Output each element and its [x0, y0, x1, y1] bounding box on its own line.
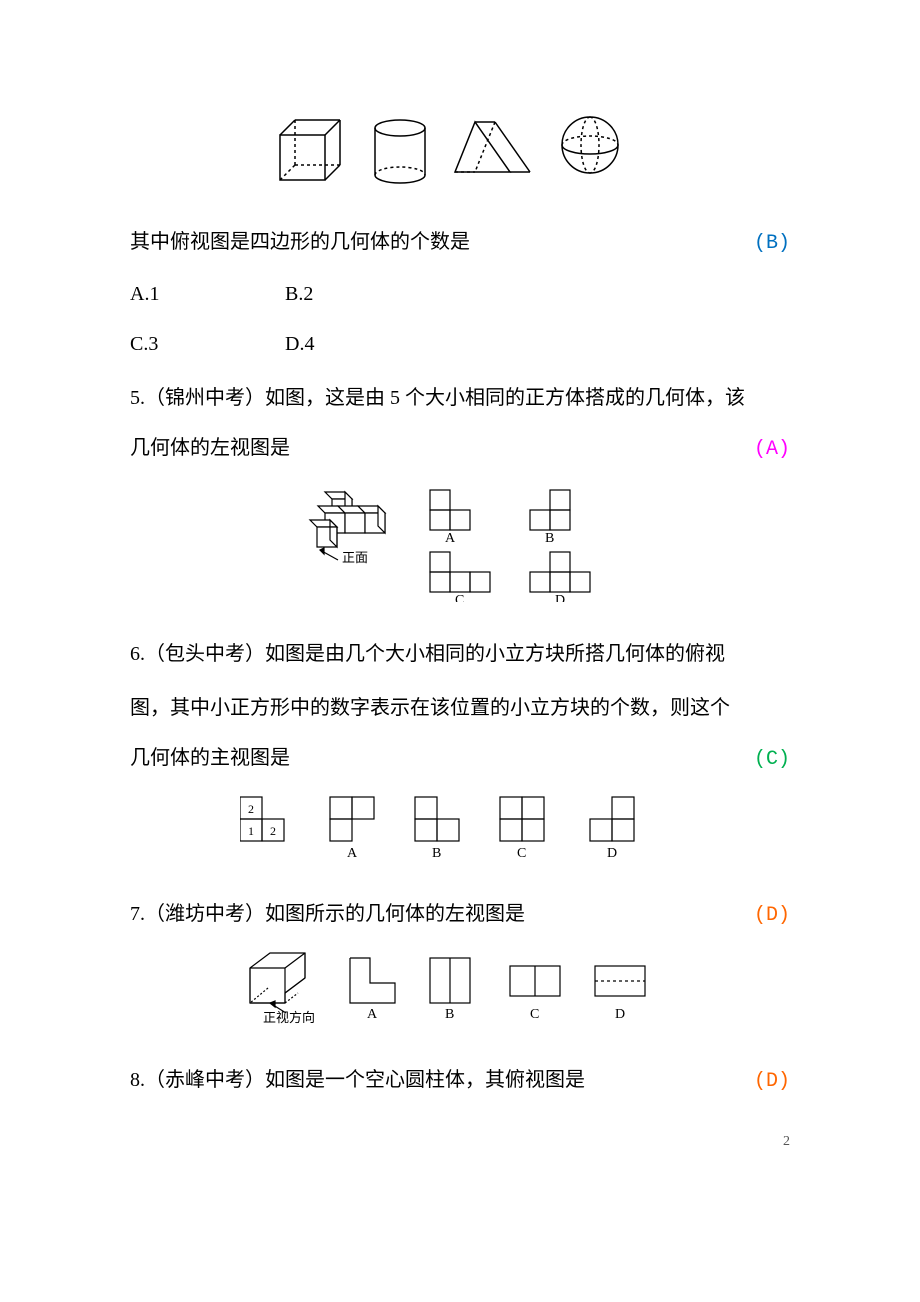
- q4-solids-figure: [130, 110, 790, 190]
- q4-answer: (B): [754, 222, 790, 266]
- q6-opt-c-label: C: [517, 846, 526, 861]
- q6-answer: (C): [754, 738, 790, 782]
- q7-opt-a-label: A: [367, 1007, 378, 1022]
- page-number: 2: [130, 1134, 790, 1150]
- q4-opt-b: B.2: [285, 272, 435, 316]
- q6-opt-b-label: B: [432, 846, 441, 861]
- q5-opt-b-label: B: [545, 531, 554, 546]
- q6-opt-a-label: A: [347, 846, 358, 861]
- q7-opt-d-label: D: [615, 1007, 625, 1022]
- q7-opt-c-label: C: [530, 1007, 539, 1022]
- q4-opt-a: A.1: [130, 272, 280, 316]
- q6-figure: 2 1 2 A B C: [130, 792, 790, 862]
- q4-stem-text: 其中俯视图是四边形的几何体的个数是: [130, 220, 754, 264]
- q6-stem-line3: 几何体的主视图是 (C): [130, 736, 790, 782]
- q6-stem3-text: 几何体的主视图是: [130, 736, 754, 780]
- q7-answer: (D): [754, 894, 790, 938]
- q5-stem-line2: 几何体的左视图是 (A): [130, 426, 790, 472]
- q5-stem-line1: 5.（锦州中考）如图，这是由 5 个大小相同的正方体搭成的几何体，该: [130, 376, 790, 420]
- q8-answer: (D): [754, 1060, 790, 1104]
- q4-stem: 其中俯视图是四边形的几何体的个数是 (B): [130, 220, 790, 266]
- q4-options-row1: A.1 B.2: [130, 272, 790, 316]
- q4-options-row2: C.3 D.4: [130, 322, 790, 366]
- q5-stem2-text: 几何体的左视图是: [130, 426, 754, 470]
- q6-stem-line1: 6.（包头中考）如图是由几个大小相同的小立方块所搭几何体的俯视: [130, 632, 790, 676]
- q5-opt-c-label: C: [455, 593, 464, 602]
- q5-opt-d-label: D: [555, 593, 565, 602]
- q6-grid-11: 2: [270, 824, 276, 838]
- q6-grid-00: 2: [248, 802, 254, 816]
- q8-stem-text: 8.（赤峰中考）如图是一个空心圆柱体，其俯视图是: [130, 1058, 754, 1102]
- q4-opt-d: D.4: [285, 322, 435, 366]
- q6-stem-line2: 图，其中小正方形中的数字表示在该位置的小立方块的个数，则这个: [130, 686, 790, 730]
- q6-grid-10: 1: [248, 824, 254, 838]
- q7-figure: 正视方向 A B C D: [130, 948, 790, 1028]
- q5-answer: (A): [754, 428, 790, 472]
- q7-front-label: 正视方向: [263, 1010, 315, 1025]
- q7-opt-b-label: B: [445, 1007, 454, 1022]
- q7-stem: 7.（潍坊中考）如图所示的几何体的左视图是 (D): [130, 892, 790, 938]
- q5-figure: 正面 A B: [130, 482, 790, 602]
- q7-stem-text: 7.（潍坊中考）如图所示的几何体的左视图是: [130, 892, 754, 936]
- q5-opt-a-label: A: [445, 531, 456, 546]
- q8-stem: 8.（赤峰中考）如图是一个空心圆柱体，其俯视图是 (D): [130, 1058, 790, 1104]
- q6-opt-d-label: D: [607, 846, 617, 861]
- q5-front-label: 正面: [342, 550, 368, 565]
- document-page: 其中俯视图是四边形的几何体的个数是 (B) A.1 B.2 C.3 D.4 5.…: [0, 0, 920, 1190]
- q4-opt-c: C.3: [130, 322, 280, 366]
